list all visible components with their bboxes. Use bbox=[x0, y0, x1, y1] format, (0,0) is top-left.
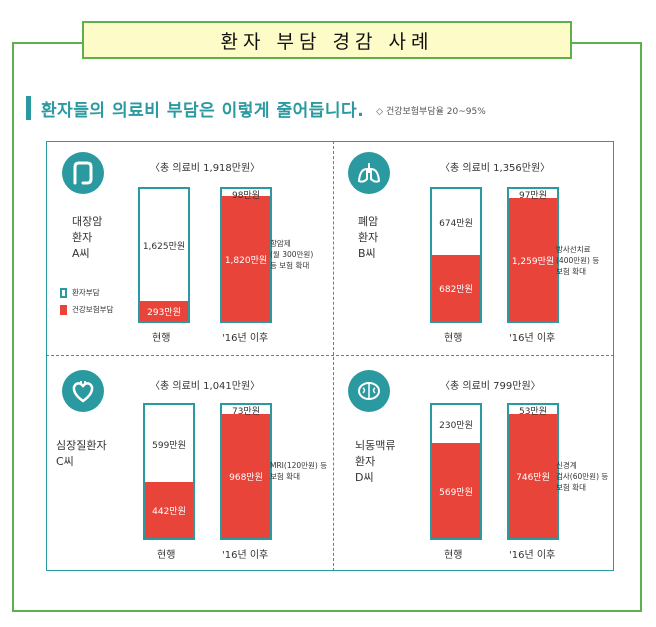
patient-burden-label: 1,625만원 bbox=[142, 242, 186, 252]
insurance-burden-label: 569만원 bbox=[439, 487, 473, 498]
panels-container bbox=[46, 141, 614, 571]
stacked-bar: 53만원 746만원 bbox=[507, 403, 559, 540]
legend-swatch-patient bbox=[60, 287, 67, 298]
insurance-burden-label: 682만원 bbox=[439, 285, 473, 295]
insurance-burden-label: 1,820만원 bbox=[224, 255, 268, 266]
patient-burden-label: 73만원 bbox=[231, 407, 260, 417]
annotation-line: 보험 확대 bbox=[270, 472, 300, 481]
x-tick-label: '16년 이후 bbox=[222, 333, 269, 344]
stacked-bar: 1,625만원 293만원 bbox=[138, 187, 190, 323]
insurance-segment bbox=[432, 255, 480, 321]
annotation-line: 검사(60만원) 등 bbox=[556, 472, 609, 481]
x-tick-label: '16년 이후 bbox=[509, 550, 556, 561]
legend-label-insurance: 건강보험부담 bbox=[72, 305, 114, 314]
annotation-line: 항암제 bbox=[270, 239, 291, 248]
insurance-burden-label: 1,259만원 bbox=[511, 256, 555, 267]
annotation-line: 방사선치료 bbox=[556, 245, 591, 254]
patient-burden-label: 599만원 bbox=[152, 440, 186, 451]
vertical-divider bbox=[333, 141, 334, 571]
stacked-bar: 230만원 569만원 bbox=[430, 403, 482, 540]
patient-name: 대장암 환자 A씨 bbox=[72, 215, 103, 260]
insurance-burden-label: 746만원 bbox=[516, 473, 550, 483]
annotation-note: 항암제 (월 300만원) 등 보험 확대 bbox=[270, 238, 313, 271]
patient-burden-label: 674만원 bbox=[439, 219, 473, 229]
patient-burden-label: 53만원 bbox=[518, 407, 547, 417]
stacked-bar: 98만원 1,820만원 bbox=[220, 187, 272, 323]
insurance-segment bbox=[222, 414, 270, 538]
patient-burden-label: 230만원 bbox=[439, 421, 473, 431]
annotation-line: 보험 확대 bbox=[556, 267, 586, 276]
total-cost-label: 〈총 의료비 1,918만원〉 bbox=[150, 163, 261, 174]
insurance-burden-label: 293만원 bbox=[147, 308, 181, 318]
x-tick-label: 현행 bbox=[157, 550, 176, 561]
colon-icon bbox=[62, 152, 104, 194]
legend: 환자부담 건강보험부담 bbox=[60, 286, 113, 320]
headline-note: ◇ 건강보험부담율 20~95% bbox=[376, 106, 486, 117]
lungs-icon bbox=[348, 152, 390, 194]
patient-burden-label: 98만원 bbox=[231, 191, 260, 201]
annotation-line: (월 300만원) bbox=[270, 250, 314, 259]
x-tick-label: 현행 bbox=[152, 333, 171, 344]
insurance-segment bbox=[140, 301, 188, 321]
legend-item-insurance: 건강보험부담 bbox=[60, 303, 113, 316]
total-cost-label: 〈총 의료비 1,041만원〉 bbox=[150, 381, 261, 392]
patient-name: 심장질환자 C씨 bbox=[56, 439, 107, 468]
x-tick-label: 현행 bbox=[444, 550, 463, 561]
insurance-segment bbox=[145, 482, 193, 538]
horizontal-divider bbox=[46, 355, 614, 356]
annotation-line: 신경계 bbox=[556, 461, 577, 470]
headline-accent-bar bbox=[26, 96, 31, 120]
x-tick-label: '16년 이후 bbox=[222, 550, 269, 561]
stacked-bar: 73만원 968만원 bbox=[220, 403, 272, 540]
annotation-line: MRI(120만원) 등 bbox=[270, 461, 328, 470]
heart-icon bbox=[62, 370, 104, 412]
page-title: 환자 부담 경감 사례 bbox=[82, 21, 572, 59]
patient-burden-label: 97만원 bbox=[518, 191, 547, 201]
insurance-burden-label: 442만원 bbox=[152, 507, 186, 517]
annotation-line: 등 보험 확대 bbox=[270, 261, 310, 270]
stacked-bar: 97만원 1,259만원 bbox=[507, 187, 559, 323]
insurance-segment bbox=[222, 196, 270, 321]
patient-name: 폐암 환자 B씨 bbox=[358, 215, 379, 260]
x-tick-label: 현행 bbox=[444, 333, 463, 344]
insurance-burden-label: 968만원 bbox=[229, 473, 263, 483]
total-cost-label: 〈총 의료비 1,356만원〉 bbox=[440, 163, 551, 174]
insurance-segment bbox=[509, 198, 557, 321]
insurance-segment bbox=[509, 414, 557, 538]
legend-swatch-insurance bbox=[60, 304, 67, 315]
total-cost-label: 〈총 의료비 799만원〉 bbox=[440, 381, 541, 392]
headline: 환자들의 의료비 부담은 이렇게 줄어듭니다. ◇ 건강보험부담율 20~95% bbox=[26, 94, 486, 122]
brain-icon bbox=[348, 370, 390, 412]
stacked-bar: 674만원 682만원 bbox=[430, 187, 482, 323]
stacked-bar: 599만원 442만원 bbox=[143, 403, 195, 540]
legend-item-patient: 환자부담 bbox=[60, 286, 113, 299]
patient-name: 뇌동맥류 환자 D씨 bbox=[355, 439, 396, 484]
annotation-line: (400만원) 등 bbox=[556, 256, 600, 265]
headline-text: 환자들의 의료비 부담은 이렇게 줄어듭니다. bbox=[41, 100, 365, 121]
legend-label-patient: 환자부담 bbox=[72, 288, 100, 297]
insurance-segment bbox=[432, 443, 480, 538]
x-tick-label: '16년 이후 bbox=[509, 333, 556, 344]
annotation-line: 보험 확대 bbox=[556, 483, 586, 492]
